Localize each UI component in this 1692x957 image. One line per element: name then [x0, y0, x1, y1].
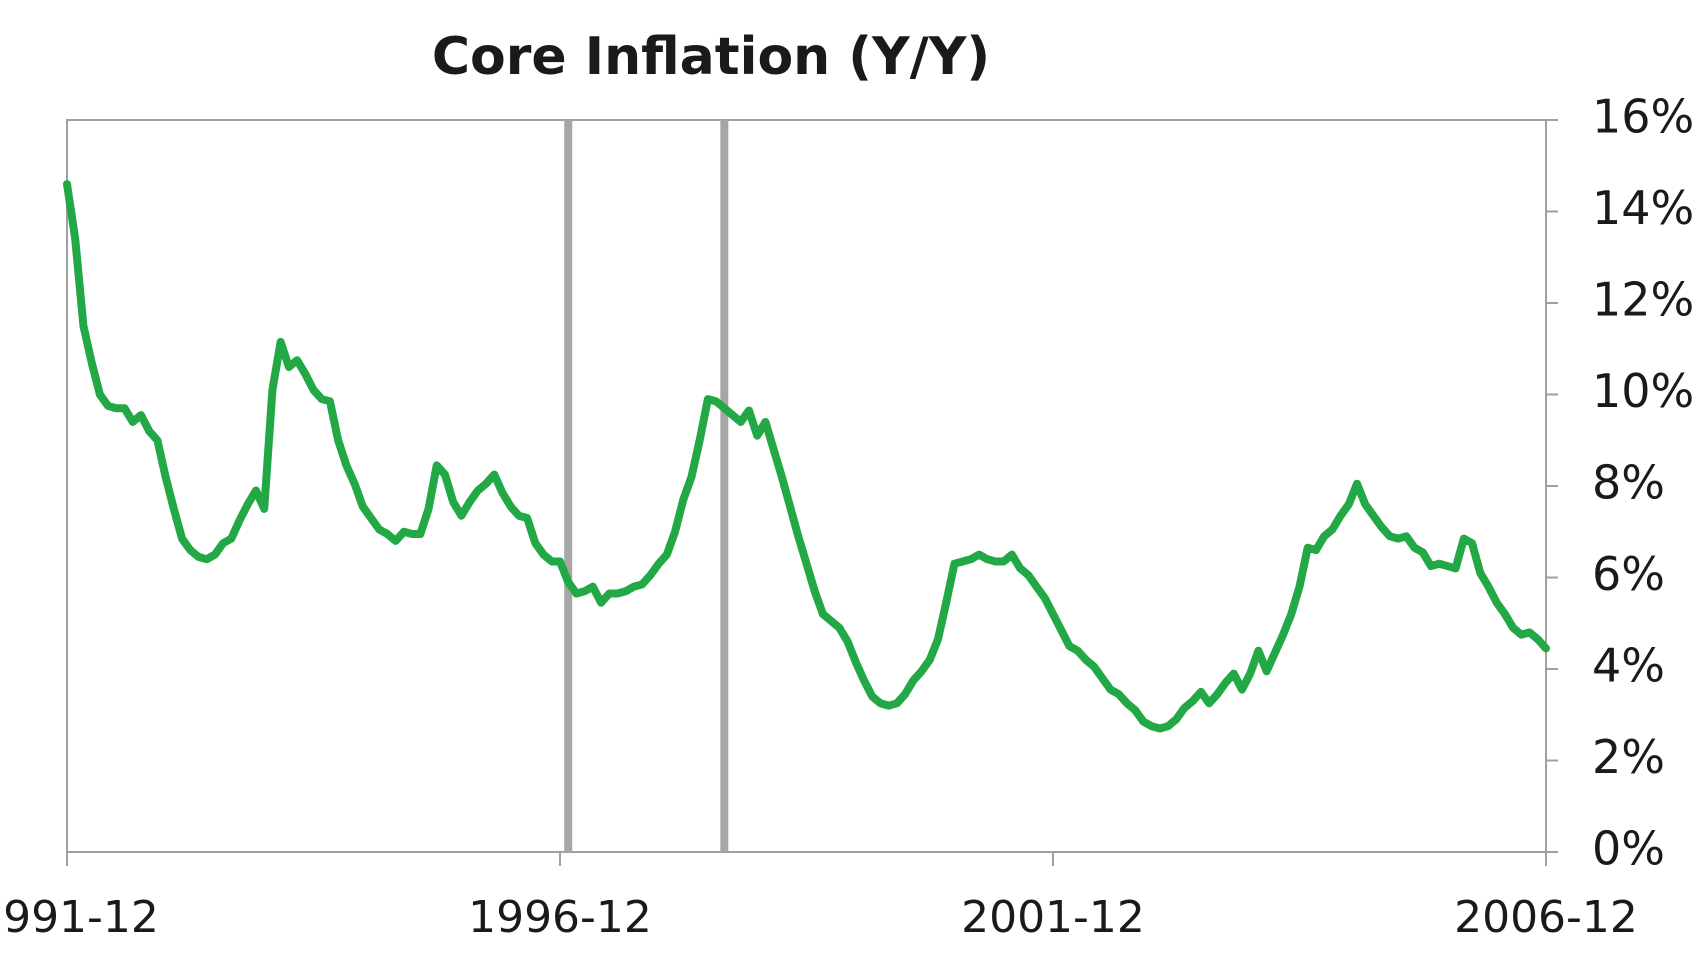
y-tick-label: 4% — [1592, 639, 1665, 693]
y-tick-label: 16% — [1592, 90, 1692, 144]
y-tick-label: 10% — [1592, 364, 1692, 418]
x-tick-label: 2006-12 — [1454, 892, 1638, 943]
y-tick-label: 2% — [1592, 730, 1665, 784]
chart-title: Core Inflation (Y/Y) — [432, 27, 990, 87]
data-line — [63, 180, 1550, 733]
x-tick-label: 1996-12 — [468, 892, 652, 943]
y-tick-label: 14% — [1592, 181, 1692, 235]
y-tick-label: 0% — [1592, 822, 1665, 876]
y-tick-label: 8% — [1592, 456, 1665, 510]
plot-frame — [66, 119, 1547, 853]
x-tick-label: 2001-12 — [961, 892, 1145, 943]
x-tick-label: 1991-12 — [0, 892, 159, 943]
y-tick-label: 6% — [1592, 547, 1665, 601]
y-tick-label: 12% — [1592, 273, 1692, 327]
